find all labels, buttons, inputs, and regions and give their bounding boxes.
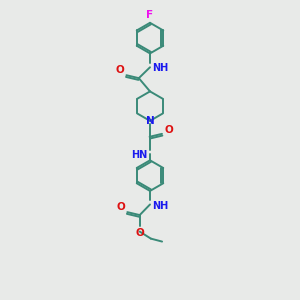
Text: O: O xyxy=(135,228,144,238)
Text: O: O xyxy=(116,202,125,212)
Text: F: F xyxy=(146,11,154,20)
Text: NH: NH xyxy=(152,63,168,74)
Text: HN: HN xyxy=(131,150,148,160)
Text: NH: NH xyxy=(152,201,168,211)
Text: O: O xyxy=(115,64,124,75)
Text: O: O xyxy=(165,125,173,135)
Text: N: N xyxy=(146,116,154,126)
